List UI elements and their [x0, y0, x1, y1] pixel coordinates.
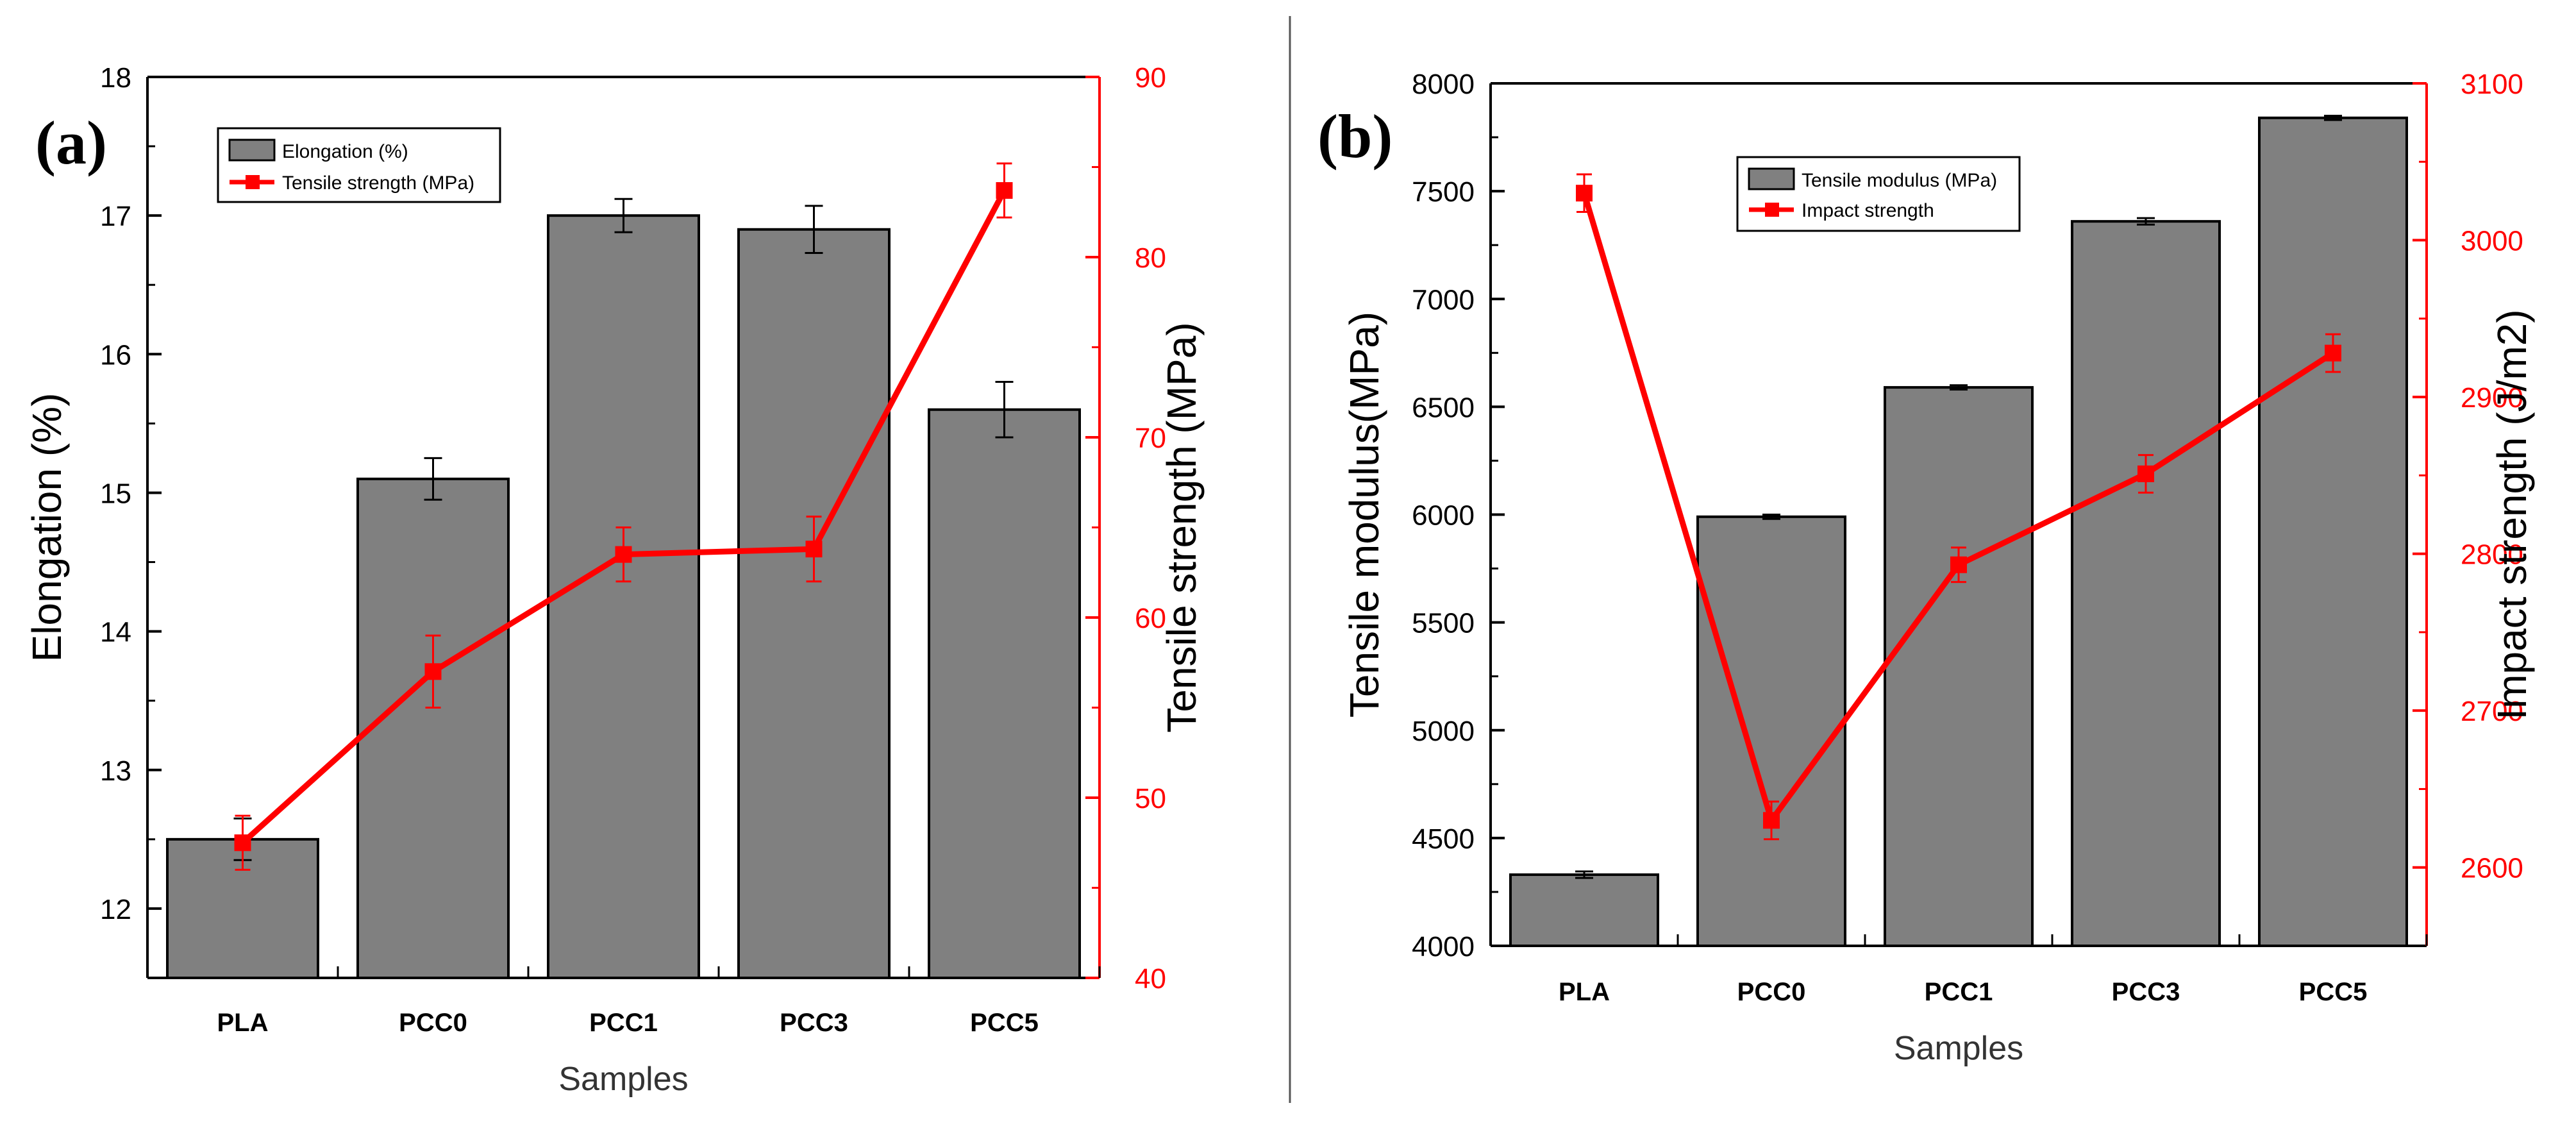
bar-pcc0: [356, 477, 510, 979]
y2-tick-label: 60: [1135, 603, 1166, 634]
y2-tick-label: 2800: [2461, 539, 2523, 571]
bar-error-pcc0: [1762, 514, 1780, 520]
y-axis-title: Tensile modulus(MPa): [1341, 312, 1387, 718]
line-point-pcc5: [996, 182, 1013, 199]
bar-pcc0: [1696, 515, 1846, 947]
x-tick-label: PCC5: [2299, 978, 2368, 1006]
y-tick-label: 13: [100, 755, 131, 787]
legend-swatch-marker: [246, 175, 260, 189]
x-tick-label: PCC0: [399, 1009, 467, 1037]
x-axis-title: Samples: [1894, 1030, 2023, 1067]
bar-error-pcc3: [2137, 217, 2155, 226]
y2-tick-label: 40: [1135, 963, 1166, 995]
panel-label-b: (b): [1317, 102, 1393, 171]
panel-label-a: (a): [35, 108, 107, 177]
y2-tick-label: 90: [1135, 62, 1166, 94]
y-tick-label: 4000: [1412, 931, 1475, 963]
legend-label-line: Tensile strength (MPa): [282, 172, 474, 194]
legend: Elongation (%) Tensile strength (MPa): [217, 127, 501, 203]
y2-axis-title: Impact strength (J/m2): [2489, 309, 2535, 719]
chart-panel-a: 12 13 14 15 16 17 18 40 50 60 70 80 90 PLA PCC0 PCC1 PCC…: [24, 62, 1205, 1098]
line-point-pcc5: [2325, 344, 2341, 362]
x-axis-title: Samples: [558, 1061, 688, 1098]
line-point-pcc1: [1950, 556, 1967, 573]
y-tick-label: 7000: [1412, 284, 1475, 315]
y2-tick-label: 3000: [2461, 226, 2523, 257]
y2-tick-label: 2600: [2461, 853, 2523, 884]
y-axis-title: Elongation (%): [24, 393, 70, 662]
legend-label-line: Impact strength: [1802, 200, 1934, 221]
bar-pcc5: [2258, 116, 2408, 947]
bar-error-pcc3: [805, 205, 823, 255]
line-point-pcc3: [2137, 465, 2154, 482]
y-tick-label: 5500: [1412, 608, 1475, 639]
bar-pcc5: [928, 408, 1081, 979]
chart-panel-b: 4000 4500 5000 5500 6000 6500 7000 7500 8000 2600…: [1317, 69, 2535, 1067]
y-tick-label: 18: [100, 62, 131, 94]
bar-pcc3: [737, 228, 891, 979]
x-tick-label: PCC5: [970, 1009, 1039, 1037]
bar-pcc1: [547, 214, 700, 980]
y-tick-label: 5000: [1412, 716, 1475, 747]
bar-error-pcc1: [614, 198, 633, 233]
y-tick-label: 14: [100, 617, 131, 648]
y-tick-label: 17: [100, 201, 131, 232]
legend-label-bar: Tensile modulus (MPa): [1802, 170, 1997, 191]
legend-label-bar: Elongation (%): [282, 141, 408, 162]
line-point-pla: [1576, 185, 1593, 202]
y-tick-label: 7500: [1412, 176, 1475, 208]
y-tick-label: 4500: [1412, 823, 1475, 855]
x-tick-label: PCC3: [780, 1009, 848, 1037]
line-point-pcc0: [1763, 812, 1780, 829]
line-point-pcc3: [805, 541, 823, 558]
y2-tick-label: 80: [1135, 242, 1166, 274]
y2-tick-label: 2900: [2461, 382, 2523, 414]
y-tick-label: 8000: [1412, 69, 1475, 100]
bar-error-pcc5: [2324, 114, 2342, 121]
y2-axis-title: Tensile strength (MPa): [1158, 322, 1205, 732]
legend-swatch-marker: [1765, 203, 1779, 217]
y2-tick-label: 70: [1135, 423, 1166, 454]
y-tick-label: 16: [100, 339, 131, 371]
y-tick-label: 6500: [1412, 392, 1475, 423]
bar-error-pcc0: [424, 457, 442, 501]
legend: Tensile modulus (MPa) Impact strength: [1736, 156, 2021, 232]
bar-pcc1: [1884, 386, 2034, 947]
bar-pcc3: [2071, 220, 2221, 948]
line-point-pcc0: [424, 663, 442, 680]
y-tick-label: 15: [100, 478, 131, 509]
bar-error-pcc5: [995, 381, 1014, 439]
x-tick-label: PCC1: [1925, 978, 1993, 1006]
line-point-pla: [234, 834, 251, 852]
y2-tick-label: 50: [1135, 783, 1166, 814]
bar-error-pcc1: [1950, 384, 1968, 391]
x-tick-label: PCC0: [1737, 978, 1806, 1006]
legend-swatch-bar: [1748, 167, 1795, 190]
x-tick-label: PLA: [1559, 978, 1610, 1006]
bar-error-pla: [1575, 870, 1593, 879]
x-tick-label: PCC3: [2112, 978, 2180, 1006]
bar-pla: [1509, 873, 1659, 947]
x-tick-label: PCC1: [589, 1009, 658, 1037]
y2-tick-label: 2700: [2461, 696, 2523, 727]
legend-swatch-bar: [228, 139, 276, 162]
y2-tick-label: 3100: [2461, 69, 2523, 100]
line-point-pcc1: [615, 546, 632, 563]
y-tick-label: 6000: [1412, 500, 1475, 532]
x-tick-label: PLA: [217, 1009, 269, 1037]
y-tick-label: 12: [100, 894, 131, 925]
